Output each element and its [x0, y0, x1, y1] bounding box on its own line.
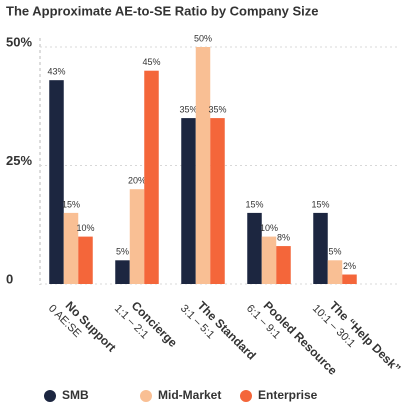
y-tick-label: 50%: [6, 34, 32, 49]
bar: [49, 80, 64, 285]
bar: [313, 212, 328, 284]
value-label: 35%: [208, 104, 226, 114]
bar: [342, 274, 357, 284]
legend-marker: [44, 390, 56, 402]
value-label: 15%: [62, 199, 80, 209]
bar: [115, 260, 130, 284]
bar: [181, 118, 196, 284]
value-label: 50%: [194, 33, 212, 43]
bar: [63, 212, 79, 284]
bar: [261, 236, 277, 284]
y-tick-label: 25%: [6, 153, 32, 168]
chart-title: The Approximate AE-to-SE Ratio by Compan…: [6, 3, 319, 18]
value-label: 35%: [179, 104, 197, 114]
y-tick-label: 0: [6, 271, 13, 286]
value-label: 20%: [128, 176, 146, 186]
value-label: 2%: [343, 261, 356, 271]
legend-label: Mid-Market: [158, 388, 221, 402]
value-label: 5%: [328, 247, 341, 257]
bar: [195, 47, 211, 284]
value-label: 10%: [260, 223, 278, 233]
value-label: 15%: [311, 199, 329, 209]
value-label: 5%: [116, 247, 129, 257]
bar: [247, 212, 262, 284]
value-label: 10%: [76, 223, 94, 233]
bar: [327, 260, 343, 284]
legend-label: SMB: [62, 388, 89, 402]
legend-label: Enterprise: [258, 388, 318, 402]
value-label: 45%: [142, 57, 160, 67]
bar: [210, 118, 225, 284]
legend-marker: [140, 390, 152, 402]
value-label: 8%: [277, 232, 290, 242]
bar: [129, 189, 145, 284]
value-label: 15%: [245, 199, 263, 209]
bar: [276, 246, 291, 284]
bar: [78, 236, 93, 284]
bar: [144, 70, 159, 284]
legend-marker: [240, 390, 252, 402]
value-label: 43%: [47, 67, 65, 77]
